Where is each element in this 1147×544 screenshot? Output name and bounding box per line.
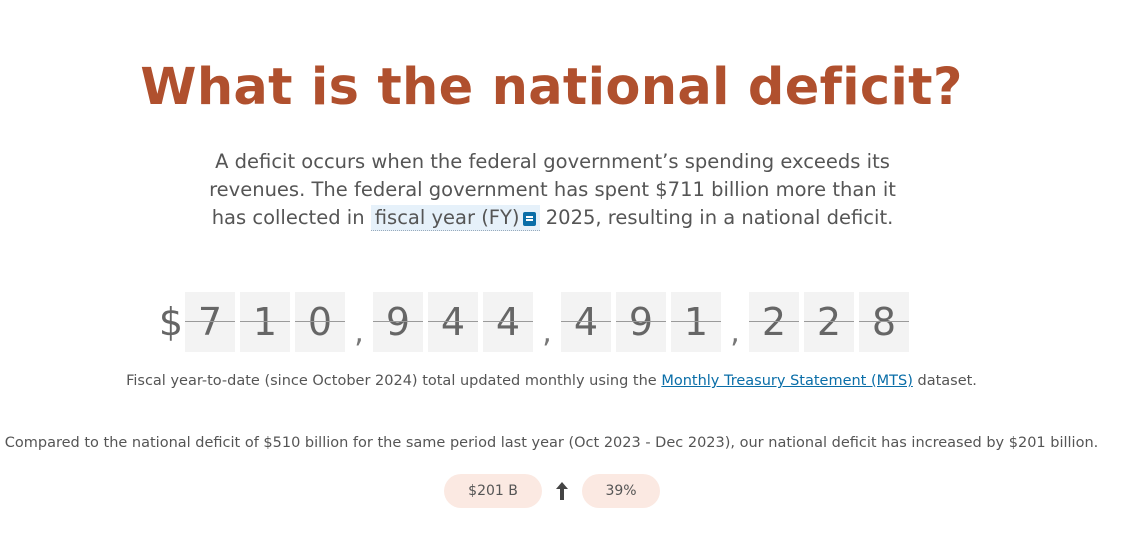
note-prefix: Fiscal year-to-date (since October 2024)… (126, 373, 657, 389)
counter-digit: 4 (428, 292, 478, 352)
counter-digit: 9 (373, 292, 423, 352)
counter-separator: , (542, 315, 552, 350)
counter-digit: 0 (295, 292, 345, 352)
page-title: What is the national deficit? (140, 58, 963, 117)
counter-digit: 1 (240, 292, 290, 352)
description-text-1: A deficit occurs when the federal govern… (209, 150, 896, 229)
counter-digit: 7 (185, 292, 235, 352)
counter-digit: 1 (671, 292, 721, 352)
counter-digit: 4 (483, 292, 533, 352)
note-suffix: dataset. (917, 373, 977, 389)
counter-separator: , (730, 315, 740, 350)
glossary-term-fiscal-year[interactable]: fiscal year (FY) (370, 205, 540, 231)
change-amount-badge: $201 B (444, 474, 542, 508)
counter-digit: 8 (859, 292, 909, 352)
description-text-2: 2025, resulting in a national deficit. (545, 206, 894, 229)
change-percent-badge: 39% (582, 474, 660, 508)
currency-symbol: $ (158, 300, 184, 344)
counter-digit: 2 (749, 292, 799, 352)
counter-digit: 4 (561, 292, 611, 352)
mts-dataset-link[interactable]: Monthly Treasury Statement (MTS) (661, 373, 913, 389)
comparison-text: Compared to the national deficit of $510… (4, 435, 1099, 451)
counter-digit: 9 (616, 292, 666, 352)
data-source-note: Fiscal year-to-date (since October 2024)… (0, 373, 1103, 389)
deficit-description: A deficit occurs when the federal govern… (195, 148, 910, 232)
arrow-up-icon (542, 474, 582, 508)
change-indicators: $201 B 39% (444, 474, 660, 508)
book-icon (522, 212, 536, 226)
counter-separator: , (354, 315, 364, 350)
deficit-counter: $ 7 1 0 , 9 4 4 , 4 9 1 , 2 2 8 (157, 292, 914, 352)
counter-digit: 2 (804, 292, 854, 352)
glossary-term-label: fiscal year (FY) (374, 206, 520, 229)
